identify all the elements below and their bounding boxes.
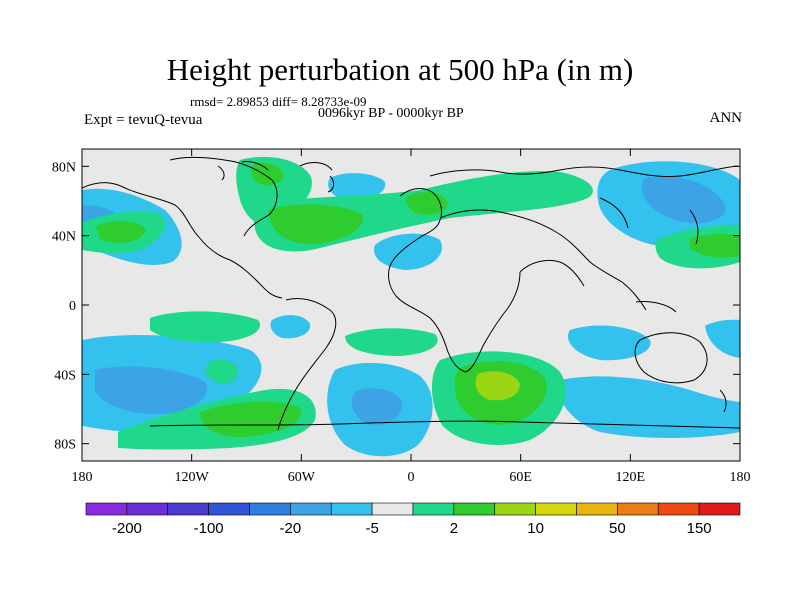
lat-tick-label: 40N <box>52 230 76 245</box>
lon-tick-label: 0 <box>408 470 415 485</box>
colorbar-label: -5 <box>365 520 378 537</box>
latitude-ticks: 80N 40N 0 40S 80S <box>52 160 740 453</box>
anomaly-region-positive <box>150 311 261 343</box>
colorbar-swatch <box>249 502 291 516</box>
colorbar-swatch <box>208 502 250 516</box>
colorbar-label: 50 <box>609 520 626 537</box>
lon-tick-label: 180 <box>72 470 93 485</box>
colorbar-swatch <box>167 502 209 516</box>
experiment-label: Expt = tevuQ-tevua <box>84 112 203 128</box>
anomaly-region-peak <box>475 371 520 401</box>
colorbar-label: 2 <box>450 520 458 537</box>
anomaly-region-negative <box>328 173 386 201</box>
anomaly-contours <box>82 156 740 457</box>
lat-tick-label: 80N <box>52 160 76 175</box>
anomaly-region-strong-positive <box>96 221 146 243</box>
lon-tick-label: 120E <box>616 470 646 485</box>
colorbar-swatch <box>576 502 618 516</box>
colorbar-swatch <box>330 502 373 516</box>
longitude-ticks: 180 120W 60W 0 60E 120E 180 <box>72 149 751 485</box>
anomaly-region-negative <box>567 325 651 361</box>
colorbar-swatch <box>290 502 332 516</box>
colorbar-label: -100 <box>194 520 224 537</box>
anomaly-region-strong-positive <box>251 162 284 186</box>
lon-tick-label: 180 <box>730 470 751 485</box>
colorbar-label: 150 <box>687 520 712 537</box>
season-label: ANN <box>709 110 743 126</box>
anomaly-region-positive <box>205 359 239 384</box>
anomaly-region-negative <box>270 315 311 339</box>
period-label: 0096kyr BP - 0000kyr BP <box>318 106 464 121</box>
lat-tick-label: 0 <box>69 299 76 314</box>
colorbar-swatch <box>494 502 536 516</box>
lat-tick-label: 80S <box>54 438 76 453</box>
anomaly-region-negative <box>558 376 740 438</box>
coastlines <box>82 156 740 431</box>
colorbar-swatch <box>126 502 169 516</box>
colorbar-swatch <box>85 502 128 516</box>
anomaly-region-negative <box>374 233 442 270</box>
colorbar-label: -20 <box>280 520 302 537</box>
colorbar-swatches <box>85 502 741 516</box>
anomaly-region-strong-negative <box>95 366 208 415</box>
anomaly-region-strong-positive <box>200 401 302 437</box>
colorbar-swatch <box>657 502 700 516</box>
anomaly-region-positive <box>345 328 438 356</box>
lon-tick-label: 120W <box>175 470 210 485</box>
colorbar-swatch <box>412 502 455 516</box>
anomaly-region-negative <box>705 319 740 358</box>
anomaly-region-strong-positive <box>690 234 740 258</box>
rmsd-diff-subtitle: rmsd= 2.89853 diff= 8.28733e-09 <box>190 94 367 109</box>
colorbar-swatch <box>371 502 414 516</box>
anomaly-region-strong-negative <box>351 388 403 425</box>
colorbar-swatch <box>453 502 496 516</box>
colorbar-labels: -200 -100 -20 -5 2 10 50 150 <box>112 520 712 537</box>
colorbar-label: 10 <box>527 520 544 537</box>
map-title: Height perturbation at 500 hPa (in m) <box>166 52 634 87</box>
lat-tick-label: 40S <box>54 368 76 383</box>
colorbar-swatch <box>617 502 659 516</box>
colorbar-swatch <box>535 502 577 516</box>
anomaly-region-strong-negative <box>641 176 726 224</box>
lon-tick-label: 60W <box>288 470 316 485</box>
colorbar-swatch <box>698 502 741 516</box>
lon-tick-label: 60E <box>509 470 532 485</box>
anomaly-region-strong-positive <box>268 204 364 245</box>
colorbar-label: -200 <box>112 520 142 537</box>
